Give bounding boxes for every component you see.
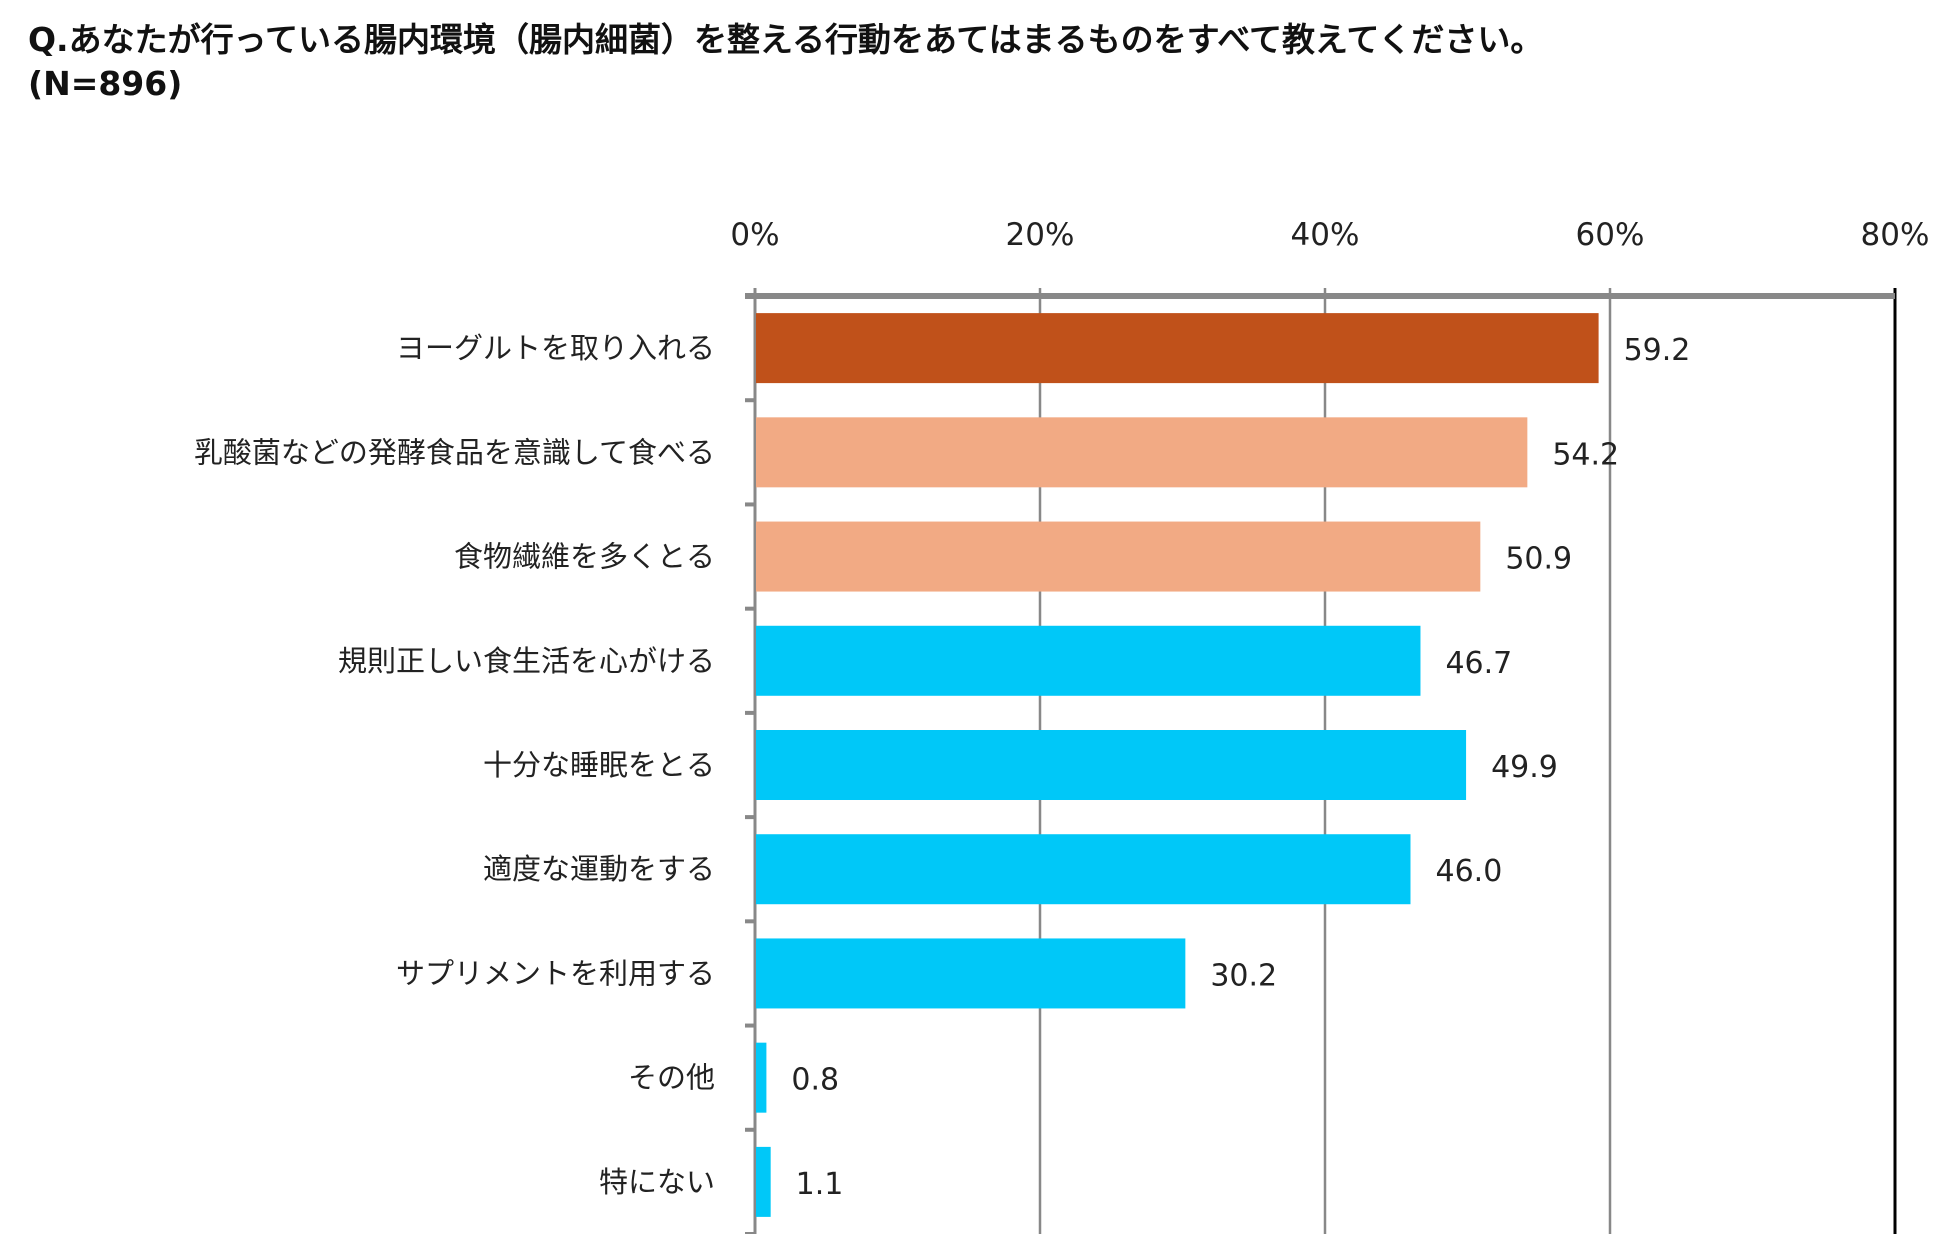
- category-label: 特にない: [599, 1165, 715, 1199]
- data-label: 50.9: [1505, 542, 1572, 577]
- chart-title: Q.あなたが行っている腸内環境（腸内細菌）を整える行動をあてはまるものをすべて教…: [28, 20, 1544, 103]
- bar: [756, 313, 1599, 384]
- category-label: サプリメントを利用する: [396, 956, 715, 990]
- bar: [756, 730, 1467, 800]
- bar: [756, 1042, 767, 1113]
- x-tick-label: 40%: [1291, 217, 1360, 253]
- data-label: 0.8: [791, 1063, 839, 1098]
- category-label: 食物繊維を多くとる: [454, 540, 715, 574]
- x-tick-label: 80%: [1861, 217, 1930, 253]
- bar: [756, 1146, 771, 1217]
- data-label: 54.2: [1552, 437, 1619, 472]
- category-label: ヨーグルトを取り入れる: [396, 331, 715, 365]
- bar: [756, 938, 1186, 1009]
- data-label: 59.2: [1624, 333, 1691, 368]
- bar: [756, 834, 1411, 905]
- data-label: 49.9: [1491, 750, 1558, 785]
- x-tick-label: 20%: [1006, 217, 1075, 253]
- category-label: その他: [628, 1061, 715, 1095]
- bar: [756, 625, 1421, 696]
- category-label: 規則正しい食生活を心がける: [338, 644, 715, 678]
- category-label: 乳酸菌などの発酵食品を意識して食べる: [194, 435, 715, 469]
- data-label: 1.1: [796, 1167, 844, 1202]
- bar: [756, 521, 1481, 592]
- data-label: 46.7: [1445, 646, 1512, 681]
- x-tick-label: 60%: [1576, 217, 1645, 253]
- data-label: 46.0: [1436, 854, 1503, 889]
- category-label: 適度な運動をする: [483, 852, 715, 886]
- data-label: 30.2: [1210, 958, 1277, 993]
- x-tick-label: 0%: [730, 217, 779, 253]
- bar: [756, 417, 1528, 488]
- category-label: 十分な睡眠をとる: [483, 748, 715, 782]
